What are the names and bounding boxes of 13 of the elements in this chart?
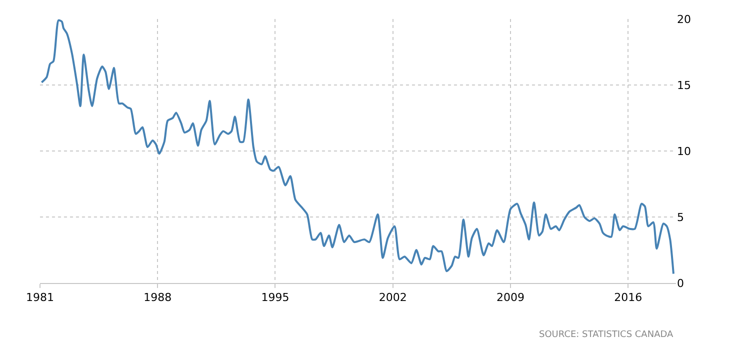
y-tick-label: 10 xyxy=(677,144,691,158)
y-tick-label: 15 xyxy=(677,78,691,92)
line-series xyxy=(40,19,674,275)
x-tick-label: 1988 xyxy=(144,291,172,304)
y-tick-label: 5 xyxy=(677,210,684,224)
y-tick-label: 0 xyxy=(677,276,684,290)
x-tick-label: 1995 xyxy=(261,291,290,304)
x-tick-label: 2016 xyxy=(614,291,642,304)
x-tick-label: 2009 xyxy=(496,291,524,304)
x-tick-label: 2002 xyxy=(378,291,407,304)
x-tick-label: 1981 xyxy=(26,291,54,304)
source-note: SOURCE: STATISTICS CANADA xyxy=(539,330,674,340)
y-tick-label: 20 xyxy=(677,12,691,26)
